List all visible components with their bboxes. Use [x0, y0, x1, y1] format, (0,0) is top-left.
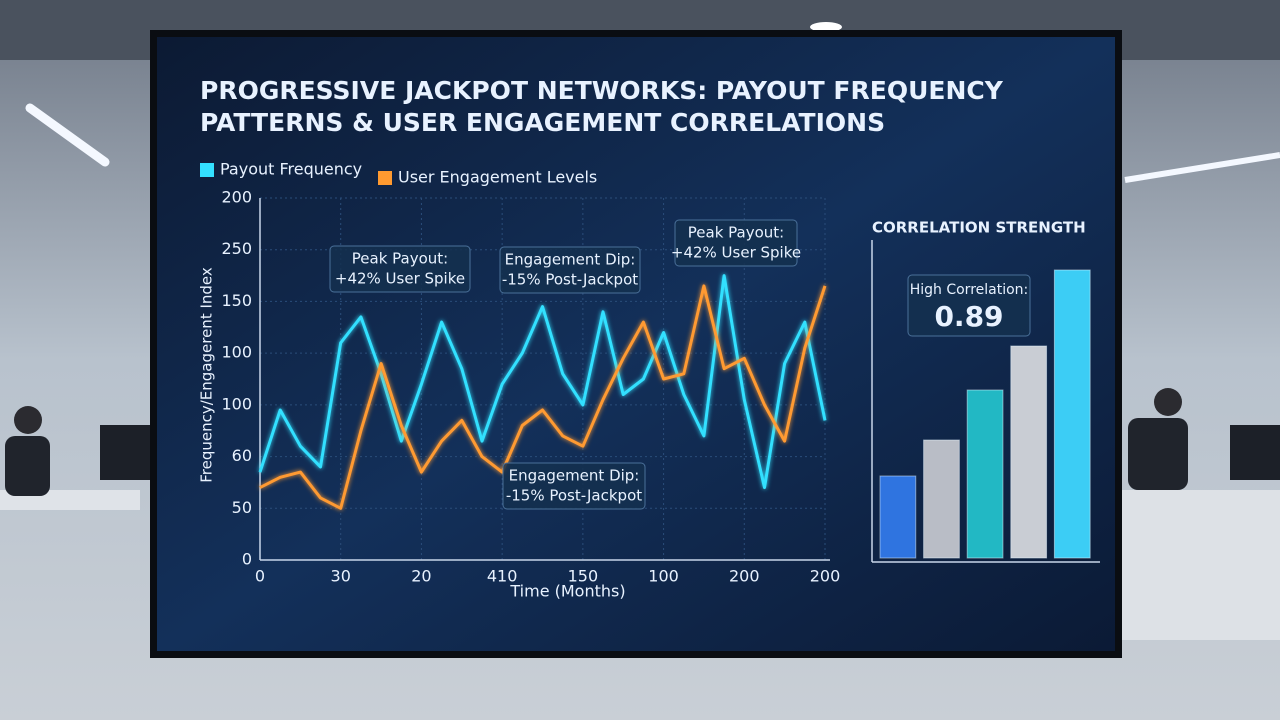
person — [5, 436, 50, 496]
y-tick-label: 100 — [221, 343, 252, 362]
person — [1128, 418, 1188, 490]
bar — [879, 475, 917, 559]
y-tick-label: 150 — [221, 291, 252, 310]
x-tick-label: 30 — [331, 567, 351, 586]
y-tick-label: 100 — [221, 394, 252, 413]
annotation-box — [499, 246, 641, 294]
person — [14, 406, 42, 434]
annotation-text: Engagement Dip: — [505, 251, 636, 269]
x-tick-label: 200 — [729, 567, 760, 586]
chart-title: PROGRESSIVE JACKPOT NETWORKS: PAYOUT FRE… — [200, 76, 1004, 105]
ceiling-light — [810, 22, 842, 32]
bar — [1053, 269, 1091, 559]
annotation-text: Peak Payout: — [688, 224, 784, 242]
legend-label: Payout Frequency — [220, 160, 362, 179]
chart-title: PATTERNS & USER ENGAGEMENT CORRELATIONS — [200, 108, 885, 137]
y-tick-label: 250 — [221, 239, 252, 258]
y-tick-label: 200 — [221, 188, 252, 207]
chart-title: CORRELATION STRENGTH — [872, 219, 1086, 237]
annotation-box — [674, 219, 798, 267]
bar — [1010, 345, 1048, 559]
annotation-text: -15% Post-Jackpot — [502, 271, 638, 289]
person — [1154, 388, 1182, 416]
x-tick-label: 20 — [411, 567, 431, 586]
y-tick-label: 0 — [242, 550, 252, 569]
annotation-box — [502, 462, 646, 510]
monitor — [100, 425, 150, 480]
annotation-text: Engagement Dip: — [509, 467, 640, 485]
annotation-text: +42% User Spike — [671, 244, 801, 262]
annotation-label: High Correlation: — [910, 282, 1029, 298]
x-tick-label: 410 — [487, 567, 518, 586]
x-tick-label: 200 — [810, 567, 841, 586]
annotation-box — [907, 274, 1031, 337]
y-tick-label: 50 — [232, 498, 252, 517]
annotation-value: 0.89 — [934, 300, 1003, 333]
y-axis-label: Frequency/Engagerent Index — [198, 267, 216, 483]
x-tick-label: 0 — [255, 567, 265, 586]
bar — [923, 439, 960, 559]
bar — [966, 389, 1004, 559]
ceiling-light — [1124, 152, 1280, 183]
legend-swatch — [378, 171, 392, 185]
x-tick-label: 150 — [568, 567, 599, 586]
legend-label: User Engagement Levels — [398, 168, 597, 187]
annotation-text: Peak Payout: — [352, 250, 448, 268]
y-tick-label: 60 — [232, 446, 252, 465]
series-line — [259, 284, 827, 510]
series-line — [258, 274, 827, 490]
annotation-text: -15% Post-Jackpot — [506, 487, 642, 505]
legend-swatch — [200, 163, 214, 177]
x-tick-label: 100 — [648, 567, 679, 586]
annotation-text: +42% User Spike — [335, 270, 465, 288]
annotation-box — [329, 245, 471, 293]
ceiling-light — [25, 103, 110, 167]
monitor — [1230, 425, 1280, 480]
desk — [1120, 490, 1280, 640]
x-axis-label: Time (Months) — [509, 582, 625, 601]
